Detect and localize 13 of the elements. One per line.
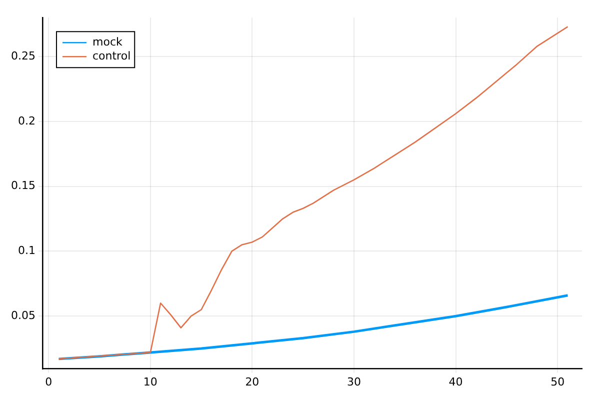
x-tick-label: 20 [245,375,260,388]
y-tick-label: 0.2 [18,114,36,128]
y-tick-label: 0.25 [10,49,36,62]
x-tick-label: 10 [143,375,158,388]
x-tick-label: 0 [45,375,52,388]
x-tick-label: 30 [346,375,361,388]
y-tick-label: 0.15 [10,179,36,192]
legend-label: mock [92,35,123,48]
x-tick-label: 40 [448,375,463,388]
x-tick-label: 50 [550,375,565,388]
legend-label: control [92,49,131,62]
y-tick-label: 0.1 [18,244,36,258]
y-tick-label: 0.05 [10,308,36,322]
